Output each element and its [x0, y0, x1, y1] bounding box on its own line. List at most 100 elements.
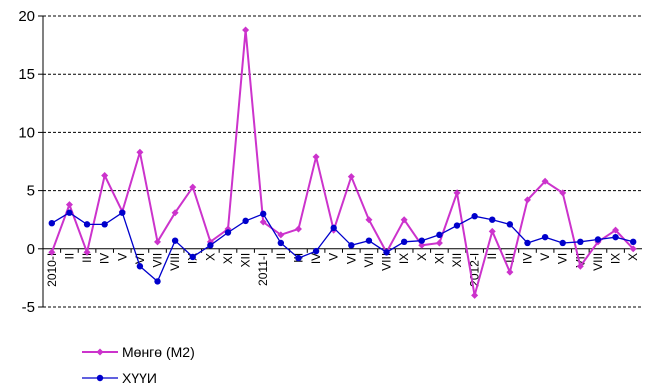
data-point	[189, 183, 197, 191]
x-tick-label: V	[115, 253, 129, 261]
data-point	[136, 263, 144, 270]
x-tick-label: V	[327, 253, 341, 261]
data-point	[48, 248, 56, 256]
data-point	[83, 221, 91, 228]
x-tick-label: VI	[556, 253, 570, 264]
data-point	[312, 153, 320, 161]
x-tick-label: VIII	[380, 253, 394, 271]
series-group	[48, 26, 637, 299]
x-tick-label: II	[274, 253, 288, 260]
data-point	[119, 209, 126, 216]
legend-label: ХҮҮИ	[122, 370, 157, 386]
data-point	[383, 249, 390, 256]
data-point	[65, 201, 73, 209]
y-tick-label: 0	[27, 241, 35, 258]
x-tick-label: VI	[133, 253, 147, 264]
x-tick-label: XI	[432, 253, 446, 264]
data-point	[418, 237, 425, 244]
data-point	[242, 26, 250, 34]
x-tick-label: X	[626, 253, 640, 261]
series-line	[50, 29, 634, 296]
y-tick-label: 5	[27, 183, 35, 200]
data-point	[277, 239, 285, 247]
x-tick-label: IV	[309, 253, 323, 264]
data-point	[224, 229, 232, 236]
data-point	[453, 222, 461, 229]
legend-label: Мөнгө (М2)	[122, 344, 195, 360]
x-tick-label: VII	[573, 253, 587, 268]
x-tick-label: X	[203, 253, 217, 261]
y-axis: -5 0 5 10 15 20	[18, 8, 44, 316]
data-point	[365, 216, 373, 224]
data-point	[559, 239, 566, 247]
x-tick-label: VII	[151, 253, 165, 268]
data-point	[154, 278, 161, 285]
data-point	[295, 254, 302, 262]
legend-marker	[96, 374, 104, 382]
data-point	[453, 189, 461, 197]
data-point	[66, 209, 73, 216]
data-point	[418, 241, 426, 249]
y-tick-label: 10	[18, 124, 35, 141]
data-point	[347, 173, 355, 181]
data-point	[294, 225, 302, 233]
data-point	[559, 189, 567, 197]
data-point	[365, 237, 373, 244]
x-tick-label: III	[503, 253, 517, 263]
legend: Мөнгө (М2) ХҮҮИ	[82, 344, 195, 386]
data-point	[436, 231, 443, 239]
data-point	[577, 238, 584, 246]
data-point	[48, 219, 56, 227]
data-point	[154, 238, 162, 246]
x-tick-label: XII	[450, 253, 464, 268]
data-point	[506, 221, 514, 228]
data-point	[101, 221, 108, 228]
data-point	[171, 237, 179, 244]
x-tick-label: XII	[239, 253, 253, 268]
series-line	[51, 211, 634, 283]
data-point	[629, 245, 637, 253]
x-tick-label: V	[538, 253, 552, 261]
y-tick-label: 20	[18, 8, 35, 25]
x-tick-label: IV	[98, 253, 112, 264]
data-point	[488, 227, 496, 235]
data-point	[83, 248, 91, 256]
data-point	[171, 209, 179, 217]
data-point	[541, 177, 549, 185]
data-point	[523, 196, 531, 204]
x-tick-label: VIII	[591, 253, 605, 271]
x-tick-label: IV	[520, 253, 534, 264]
data-point	[259, 218, 267, 226]
x-tick-label: III	[80, 253, 94, 263]
legend-marker	[96, 348, 104, 356]
data-point	[400, 216, 408, 224]
data-point	[471, 213, 478, 220]
x-tick-label: 2011-I	[256, 253, 270, 286]
data-point	[260, 210, 267, 218]
x-tick-label: IX	[609, 253, 623, 264]
x-tick-label: IX	[397, 253, 411, 264]
x-axis: 2010-IIIIIIIVVVIVIIVIIIIXXXIXII2011-IIII…	[42, 248, 642, 287]
x-tick-label: X	[415, 253, 429, 261]
data-point	[471, 291, 479, 299]
data-point	[629, 238, 637, 246]
x-tick-label: XI	[221, 253, 235, 264]
data-point	[576, 262, 584, 270]
y-tick-label: -5	[22, 299, 35, 316]
data-point	[541, 233, 549, 241]
data-point	[506, 268, 514, 276]
x-tick-label: VII	[362, 253, 376, 268]
data-point	[101, 171, 109, 179]
data-point	[435, 239, 443, 247]
x-tick-label: VI	[344, 253, 358, 264]
data-point	[207, 242, 214, 249]
data-point	[612, 226, 620, 234]
x-tick-label: II	[62, 253, 76, 260]
x-tick-label: II	[485, 253, 499, 260]
data-point	[189, 253, 196, 261]
data-point	[136, 148, 144, 156]
y-tick-label: 15	[18, 66, 35, 83]
data-point	[594, 236, 602, 243]
data-point	[348, 242, 355, 249]
